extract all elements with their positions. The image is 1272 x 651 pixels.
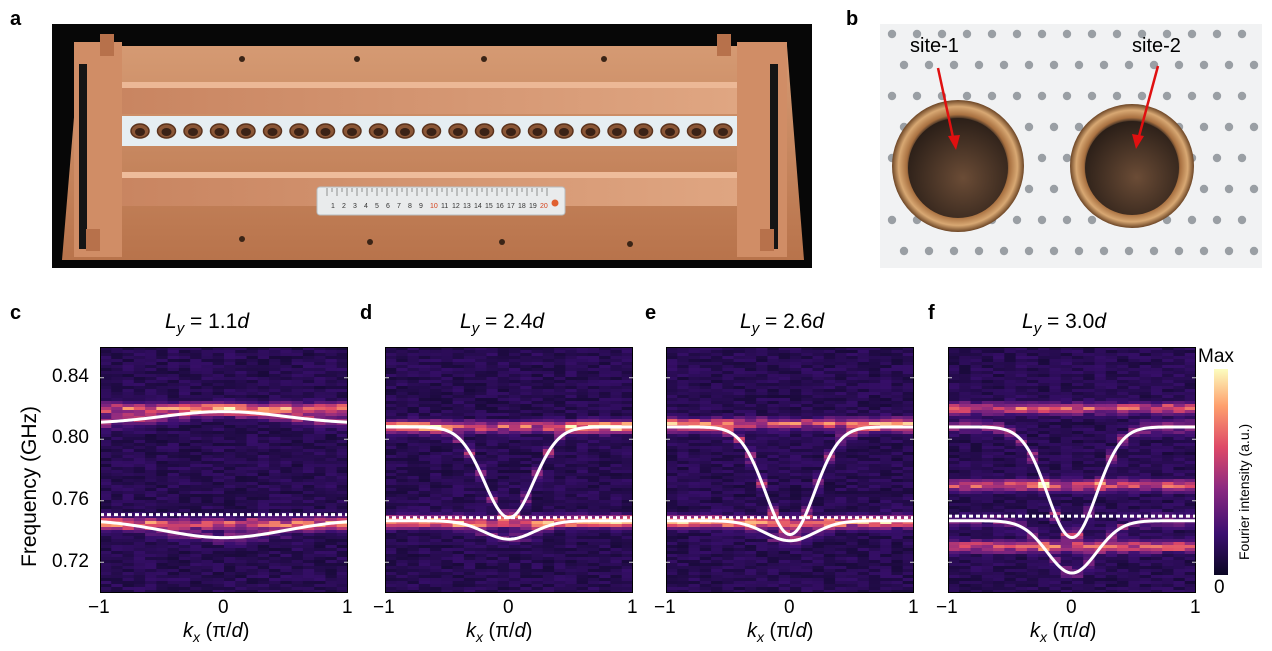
ruler-number: 11 — [441, 203, 448, 210]
heatmap-c — [100, 347, 348, 593]
ruler-number: 8 — [408, 203, 412, 210]
x-tick-label: 1 — [1190, 597, 1201, 618]
lower-band-curve — [100, 520, 348, 540]
ruler-number: 20 — [540, 203, 548, 210]
x-tick-label: −1 — [936, 597, 958, 618]
ruler-number: 12 — [452, 203, 460, 210]
colorbar-label: Fourier intensity (a.u.) — [1236, 423, 1252, 560]
panel-label-d: d — [360, 302, 373, 324]
y-tick-076: 0.76 — [52, 489, 89, 510]
title-f: Ly = 3.0d — [1022, 310, 1107, 338]
ruler-number: 17 — [507, 203, 515, 210]
colorbar — [1214, 369, 1228, 575]
ruler-number: 9 — [419, 203, 423, 210]
heatmap-e — [666, 347, 914, 593]
x-axis-label-e: kx (π/d) — [747, 620, 814, 645]
heatmap-f — [948, 347, 1196, 593]
photo-b-illustration: site-1 site-2 — [887, 29, 1259, 256]
ruler-number: 7 — [397, 203, 401, 210]
title-c: Ly = 1.1d — [165, 310, 250, 338]
y-tick-072: 0.72 — [52, 551, 89, 572]
y-axis-label: Frequency (GHz) — [18, 405, 41, 567]
panel-label-c: c — [10, 302, 22, 324]
x-tick-label: 1 — [342, 597, 353, 618]
x-tick-label: −1 — [88, 597, 110, 618]
site-1-label: site-1 — [910, 35, 959, 57]
panel-label-e: e — [645, 302, 657, 324]
x-tick-label: −1 — [654, 597, 676, 618]
ruler-number: 4 — [364, 203, 368, 210]
x-tick-label: 1 — [908, 597, 919, 618]
x-tick-label: 0 — [218, 597, 229, 618]
x-tick-label: 1 — [627, 597, 638, 618]
title-d: Ly = 2.4d — [460, 310, 545, 338]
heatmap-d — [385, 347, 633, 593]
lower-band-curve — [666, 519, 914, 543]
colorbar-min-label: 0 — [1214, 577, 1225, 598]
ruler-number: 15 — [485, 203, 493, 210]
ruler-number: 19 — [529, 203, 537, 210]
ruler-number: 1 — [331, 203, 335, 210]
x-tick-label: 0 — [503, 597, 514, 618]
title-e: Ly = 2.6d — [740, 310, 825, 338]
upper-band-curve — [100, 410, 348, 424]
photo-b-resonator-sites: site-1 site-2 — [880, 24, 1262, 268]
upper-band-curve — [385, 425, 633, 520]
y-tick-084: 0.84 — [52, 366, 89, 387]
upper-band-curve — [666, 425, 914, 537]
ruler-number: 3 — [353, 203, 357, 210]
upper-band-curve — [948, 425, 1196, 540]
ruler-number: 16 — [496, 203, 504, 210]
ruler-number: 10 — [430, 203, 438, 210]
panel-label-a: a — [10, 8, 22, 30]
y-tick-080: 0.80 — [52, 427, 89, 448]
x-axis-label-d: kx (π/d) — [466, 620, 533, 645]
panel-label-b: b — [846, 8, 859, 30]
site-2-label: site-2 — [1132, 35, 1181, 57]
ruler-number: 14 — [474, 203, 482, 210]
ruler-number: 5 — [375, 203, 379, 210]
photo-a-waveguide-array: 1 2 3 4 5 6 7 8 9 10 11 12 13 14 15 16 17 18 19 20 — [52, 24, 812, 268]
x-axis-label-c: kx (π/d) — [183, 620, 250, 645]
ruler-number: 2 — [342, 203, 346, 210]
ruler-number: 13 — [463, 203, 471, 210]
ruler-number: 18 — [518, 203, 526, 210]
x-tick-label: −1 — [373, 597, 395, 618]
lower-band-curve — [385, 519, 633, 541]
photo-a-illustration: 1 2 3 4 5 6 7 8 9 10 11 12 13 14 15 16 17 18 19 20 — [62, 34, 804, 260]
x-axis-label-f: kx (π/d) — [1030, 620, 1097, 645]
colorbar-max-label: Max — [1198, 346, 1234, 367]
panel-label-f: f — [928, 302, 935, 324]
x-tick-label: 0 — [784, 597, 795, 618]
ruler-number: 6 — [386, 203, 390, 210]
x-tick-label: 0 — [1066, 597, 1077, 618]
lower-band-curve — [948, 519, 1196, 575]
